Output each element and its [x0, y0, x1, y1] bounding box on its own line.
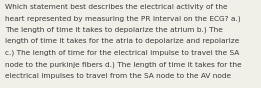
Text: heart represented by measuring the PR interval on the ECG? a.): heart represented by measuring the PR in… — [5, 15, 240, 22]
Text: node to the purkinje fibers d.) The length of time it takes for the: node to the purkinje fibers d.) The leng… — [5, 61, 241, 68]
Text: electrical impulses to travel from the SA node to the AV node: electrical impulses to travel from the S… — [5, 73, 231, 79]
Text: c.) The length of time for the electrical impulse to travel the SA: c.) The length of time for the electrica… — [5, 50, 239, 56]
Text: Which statement best describes the electrical activity of the: Which statement best describes the elect… — [5, 4, 227, 10]
Text: length of time it takes for the atria to depolarize and repolarize: length of time it takes for the atria to… — [5, 38, 239, 44]
Text: The length of time it takes to depolarize the atrium b.) The: The length of time it takes to depolariz… — [5, 27, 222, 33]
